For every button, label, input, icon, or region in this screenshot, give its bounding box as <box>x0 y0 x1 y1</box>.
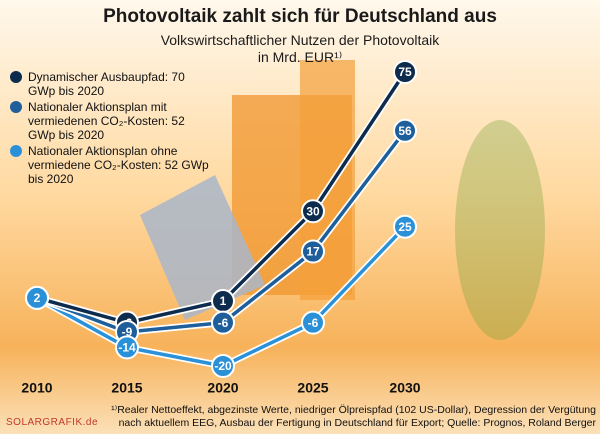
point <box>393 118 417 143</box>
value-label: -6 <box>218 316 229 330</box>
legend-label: Nationaler Aktionsplan ohne vermiedene C… <box>28 144 209 186</box>
value-label: 56 <box>398 124 412 138</box>
subtitle: Volkswirtschaftlicher Nutzen der Photovo… <box>160 32 440 48</box>
x-tick-label: 2015 <box>111 380 142 396</box>
value-label: -9 <box>122 325 133 339</box>
value-label: 25 <box>398 220 412 234</box>
value-label: 2 <box>34 291 41 305</box>
people <box>455 120 545 340</box>
point <box>301 239 325 264</box>
point <box>301 199 325 224</box>
legend-swatch <box>10 71 22 83</box>
value-label: -14 <box>118 341 136 355</box>
legend-swatch <box>10 145 22 157</box>
legend-label: Nationaler Aktionsplan mit vermiedenen C… <box>28 100 185 142</box>
point <box>301 310 325 335</box>
legend-entry: Dynamischer Ausbaupfad: 70 GWp bis 2020 <box>10 70 213 98</box>
subtitle: in Mrd. EUR¹⁾ <box>257 49 343 65</box>
building <box>300 60 355 300</box>
footnote: ¹⁾Realer Nettoeffekt, abgezinste Werte, … <box>111 404 596 429</box>
x-tick-label: 2020 <box>207 380 238 396</box>
point <box>393 214 417 239</box>
title: Photovoltaik zahlt sich für Deutschland … <box>103 6 497 27</box>
legend-swatch <box>10 101 22 113</box>
x-tick-label: 2030 <box>389 380 420 396</box>
point <box>393 60 417 84</box>
solar-panel <box>140 175 265 320</box>
x-tick-label: 2025 <box>297 380 328 396</box>
value-label: 30 <box>306 204 320 218</box>
value-label: -6 <box>308 316 319 330</box>
legend-entry: Nationaler Aktionsplan mit vermiedenen C… <box>10 100 213 142</box>
legend-label: Dynamischer Ausbaupfad: 70 GWp bis 2020 <box>28 70 185 98</box>
legend-entry: Nationaler Aktionsplan ohne vermiedene C… <box>10 144 213 186</box>
point <box>25 285 49 310</box>
value-label: 1 <box>220 294 227 308</box>
point <box>211 310 235 335</box>
value-label: 75 <box>398 65 412 79</box>
source: SOLARGRAFIK.de <box>6 417 99 428</box>
point <box>115 335 139 360</box>
x-tick-label: 2010 <box>21 380 52 396</box>
value-label: 17 <box>306 245 320 259</box>
point <box>211 354 235 378</box>
value-label: -20 <box>214 359 232 373</box>
